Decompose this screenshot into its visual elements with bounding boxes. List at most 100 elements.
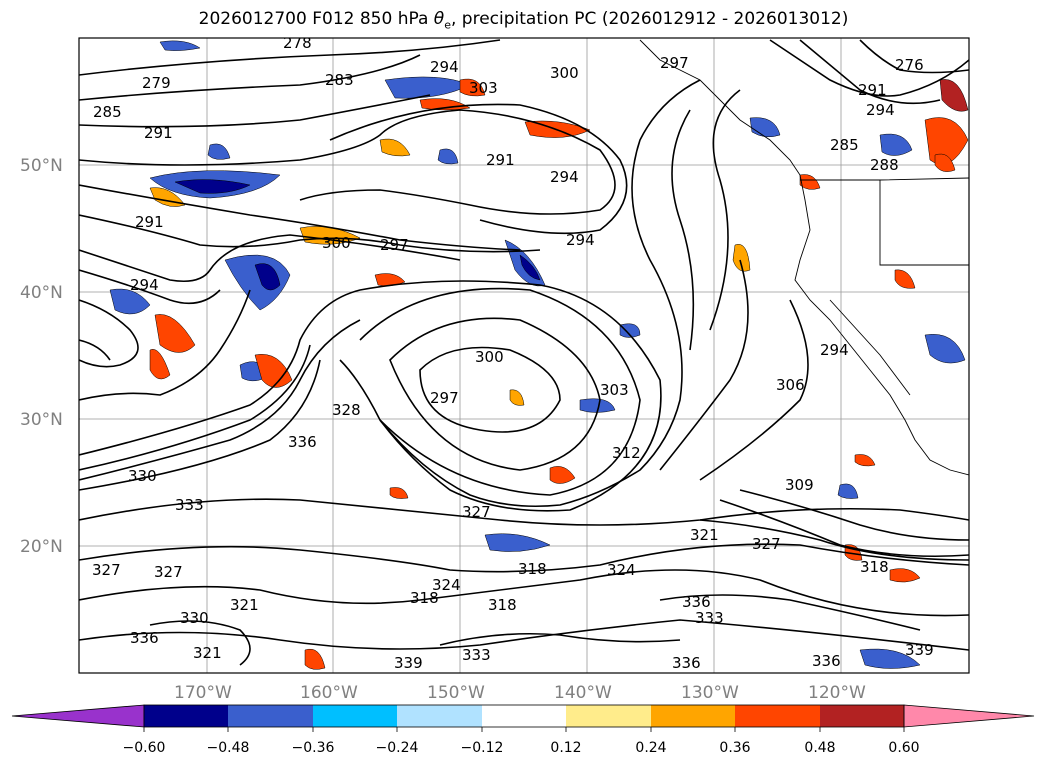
contour-label: 288	[870, 156, 899, 174]
contour-label: 327	[154, 563, 183, 581]
contour-label: 327	[462, 503, 491, 521]
contour-label: 303	[600, 381, 629, 399]
contour-label-group: 279 278 283 285 291 294 303 300 297 276 …	[92, 34, 934, 672]
precip-negative	[109, 40, 966, 669]
contour-label: 339	[394, 654, 423, 672]
colorbar: −0.60 −0.48 −0.36 −0.24 −0.12 0.12 0.24 …	[11, 704, 1035, 756]
contour-label: 291	[858, 81, 887, 99]
contour-label: 300	[550, 64, 579, 82]
title-rest: , precipitation PC (2026012912 - 2026013…	[450, 9, 849, 29]
contour-label: 297	[430, 389, 459, 407]
cb-tick-label: −0.60	[123, 740, 166, 756]
contour-label: 318	[410, 589, 439, 607]
map-content: 279 278 283 285 291 294 303 300 297 276 …	[79, 34, 969, 673]
contour-label: 297	[380, 236, 409, 254]
lon-label: 150°W	[427, 683, 485, 703]
contour-label: 294	[566, 231, 595, 249]
contour-label: 294	[130, 276, 159, 294]
contour-label: 294	[820, 341, 849, 359]
contour-label: 297	[660, 54, 689, 72]
latitude-labels: 50°N 40°N 30°N 20°N	[20, 156, 63, 557]
lon-label: 170°W	[174, 683, 232, 703]
contour-label: 285	[93, 103, 122, 121]
colorbar-bin	[566, 705, 651, 727]
contour-label: 285	[830, 136, 859, 154]
contour-label: 321	[690, 526, 719, 544]
title-theta: θ	[433, 9, 445, 29]
plot-frame	[78, 37, 970, 674]
title-main: 2026012700 F012 850 hPa	[198, 9, 434, 29]
colorbar-extend-left	[11, 704, 145, 728]
contour-label: 294	[550, 168, 579, 186]
contour-label: 278	[283, 34, 312, 52]
cb-tick-label: −0.12	[461, 740, 504, 756]
longitude-labels: 170°W 160°W 150°W 140°W 130°W 120°W	[174, 683, 866, 703]
colorbar-bin	[735, 705, 820, 727]
contour-label: 300	[475, 348, 504, 366]
coastline	[639, 39, 969, 476]
contour-label: 336	[682, 593, 711, 611]
lon-label: 160°W	[300, 683, 358, 703]
colorbar-bin	[313, 705, 397, 727]
contour-label: 333	[462, 646, 491, 664]
contour-label: 330	[180, 609, 209, 627]
colorbar-bin	[228, 705, 313, 727]
contour-label: 333	[175, 496, 204, 514]
colorbar-bin	[651, 705, 735, 727]
contour-label: 291	[135, 213, 164, 231]
colorbar-bin	[144, 705, 228, 727]
colorbar-extend-right	[903, 704, 1035, 728]
contour-label: 333	[695, 609, 724, 627]
lat-label: 50°N	[20, 156, 63, 176]
colorbar-bin	[482, 705, 566, 727]
cb-tick-label: −0.24	[376, 740, 419, 756]
contour-label: 327	[752, 535, 781, 553]
theta-e-contours	[79, 39, 969, 666]
colorbar-bin	[820, 705, 904, 727]
contour-label: 336	[812, 652, 841, 670]
contour-label: 279	[142, 74, 171, 92]
map-title: 2026012700 F012 850 hPa θe, precipitatio…	[0, 9, 1047, 31]
cb-tick-label: −0.36	[292, 740, 335, 756]
contour-label: 283	[325, 71, 354, 89]
lon-label: 140°W	[554, 683, 612, 703]
colorbar-ticks	[143, 727, 905, 732]
cb-tick-label: 0.48	[804, 740, 835, 756]
cb-tick-label: 0.60	[888, 740, 919, 756]
contour-label: 291	[144, 124, 173, 142]
contour-label: 330	[128, 467, 157, 485]
precip-positive	[149, 78, 969, 670]
cb-tick-label: −0.48	[207, 740, 250, 756]
contour-label: 328	[332, 401, 361, 419]
cb-tick-label: 0.36	[719, 740, 750, 756]
cb-tick-label: 0.24	[635, 740, 666, 756]
contour-label: 324	[432, 576, 461, 594]
title-sub: e	[444, 18, 451, 32]
contour-label: 300	[322, 234, 351, 252]
lat-label: 40°N	[20, 283, 63, 303]
lon-label: 120°W	[808, 683, 866, 703]
colorbar-bin	[397, 705, 482, 727]
contour-label: 336	[130, 629, 159, 647]
contour-label: 324	[607, 561, 636, 579]
contour-label: 321	[193, 644, 222, 662]
colorbar-outline	[143, 704, 905, 728]
contour-label: 321	[230, 596, 259, 614]
contour-label: 294	[430, 58, 459, 76]
contour-label: 306	[776, 376, 805, 394]
lat-label: 30°N	[20, 410, 63, 430]
contour-label: 312	[612, 444, 641, 462]
contour-label: 303	[469, 79, 498, 97]
contour-label: 318	[488, 596, 517, 614]
contour-label: 336	[288, 433, 317, 451]
contour-label: 339	[905, 641, 934, 659]
contour-label: 309	[785, 476, 814, 494]
lon-label: 130°W	[681, 683, 739, 703]
cb-tick-label: 0.12	[550, 740, 581, 756]
contour-label: 291	[486, 151, 515, 169]
lat-label: 20°N	[20, 537, 63, 557]
contour-label: 276	[895, 56, 924, 74]
contour-label: 318	[860, 558, 889, 576]
colorbar-tick-labels: −0.60 −0.48 −0.36 −0.24 −0.12 0.12 0.24 …	[123, 740, 920, 756]
